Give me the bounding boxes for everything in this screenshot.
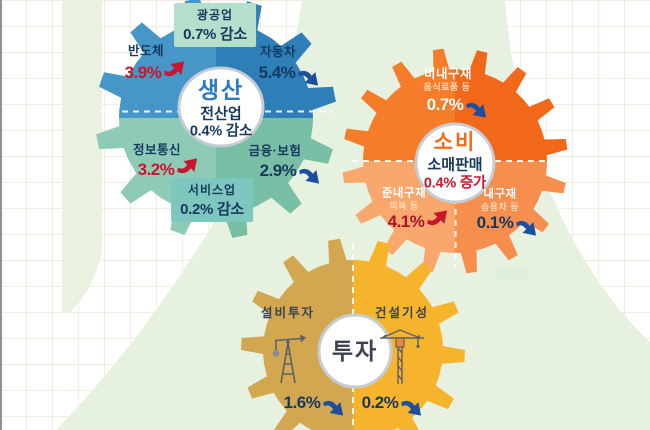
construction-value: 0.2% <box>361 393 399 412</box>
left-edge-line <box>0 0 2 430</box>
durable-value-group: 0.1% <box>477 213 538 233</box>
finance-label: 금융·보험 <box>248 143 302 158</box>
finance-value-group: 2.9% <box>260 161 321 181</box>
up-arrow-icon <box>175 157 198 176</box>
investment-center-label: 투자 <box>331 337 379 364</box>
ict-value-group: 3.2% <box>138 160 199 180</box>
investment-gear <box>241 238 465 430</box>
nondurable-value-group: 0.7% <box>427 95 488 115</box>
semiconductor-value-group: 3.9% <box>125 63 186 83</box>
background-step <box>497 268 527 281</box>
semidurable-value-group: 4.1% <box>388 212 449 232</box>
automobile-value-group: 5.4% <box>259 63 320 83</box>
ict-label: 정보통신 <box>132 142 182 157</box>
nondurable-value: 0.7% <box>426 95 464 114</box>
nondurable-sublabel: 음식료품 등 <box>423 81 471 92</box>
mining-industry-tag: 광공업 0.7% 감소 <box>174 3 256 47</box>
services-value: 0.2% 감소 <box>180 201 244 218</box>
mining-value: 0.7% 감소 <box>183 26 247 43</box>
services-label: 서비스업 <box>187 183 237 197</box>
production-center-label: 생산 <box>197 76 245 103</box>
construction-label: 건설기성 <box>374 305 430 320</box>
down-arrow-icon <box>514 218 537 237</box>
oil-pump-icon <box>272 334 306 384</box>
consumption-center-value: 0.4% 증가 <box>423 175 487 192</box>
semiconductor-label: 반도체 <box>127 43 165 58</box>
down-arrow-icon <box>321 398 344 417</box>
services-tag: 서비스업 0.2% 감소 <box>171 178 253 222</box>
equipment-value: 1.6% <box>283 393 321 412</box>
equipment-value-group: 1.6% <box>284 393 345 413</box>
semidurable-label: 준내구재 <box>381 187 427 200</box>
durable-value: 0.1% <box>476 213 514 232</box>
nondurable-label: 비내구재 <box>423 66 473 81</box>
semiconductor-value: 3.9% <box>124 63 162 82</box>
finance-value: 2.9% <box>259 161 297 180</box>
down-arrow-icon <box>296 68 319 87</box>
consumption-center-label: 소비 <box>433 130 477 154</box>
production-center-sub: 전산업 <box>200 105 242 123</box>
ict-value: 3.2% <box>137 160 175 179</box>
up-arrow-icon <box>425 209 448 228</box>
semidurable-sublabel: 의복 등 <box>389 200 419 211</box>
down-arrow-icon <box>464 100 487 119</box>
down-arrow-icon <box>399 398 422 417</box>
tower-crane-icon <box>380 329 424 384</box>
semidurable-value: 4.1% <box>387 212 425 231</box>
background-left-band <box>62 0 102 312</box>
durable-sublabel: 승용차 등 <box>480 201 520 212</box>
mining-label: 광공업 <box>196 8 234 22</box>
equipment-label: 설비투자 <box>260 305 316 320</box>
up-arrow-icon <box>162 60 185 79</box>
automobile-label: 자동차 <box>259 44 297 59</box>
automobile-value: 5.4% <box>258 63 296 82</box>
durable-label: 내구재 <box>483 188 517 201</box>
production-center-value: 0.4% 감소 <box>189 123 253 140</box>
down-arrow-icon <box>297 166 320 185</box>
gear-hubs <box>177 66 496 389</box>
consumption-center-sub: 소매판매 <box>427 156 483 174</box>
construction-value-group: 0.2% <box>362 393 423 413</box>
